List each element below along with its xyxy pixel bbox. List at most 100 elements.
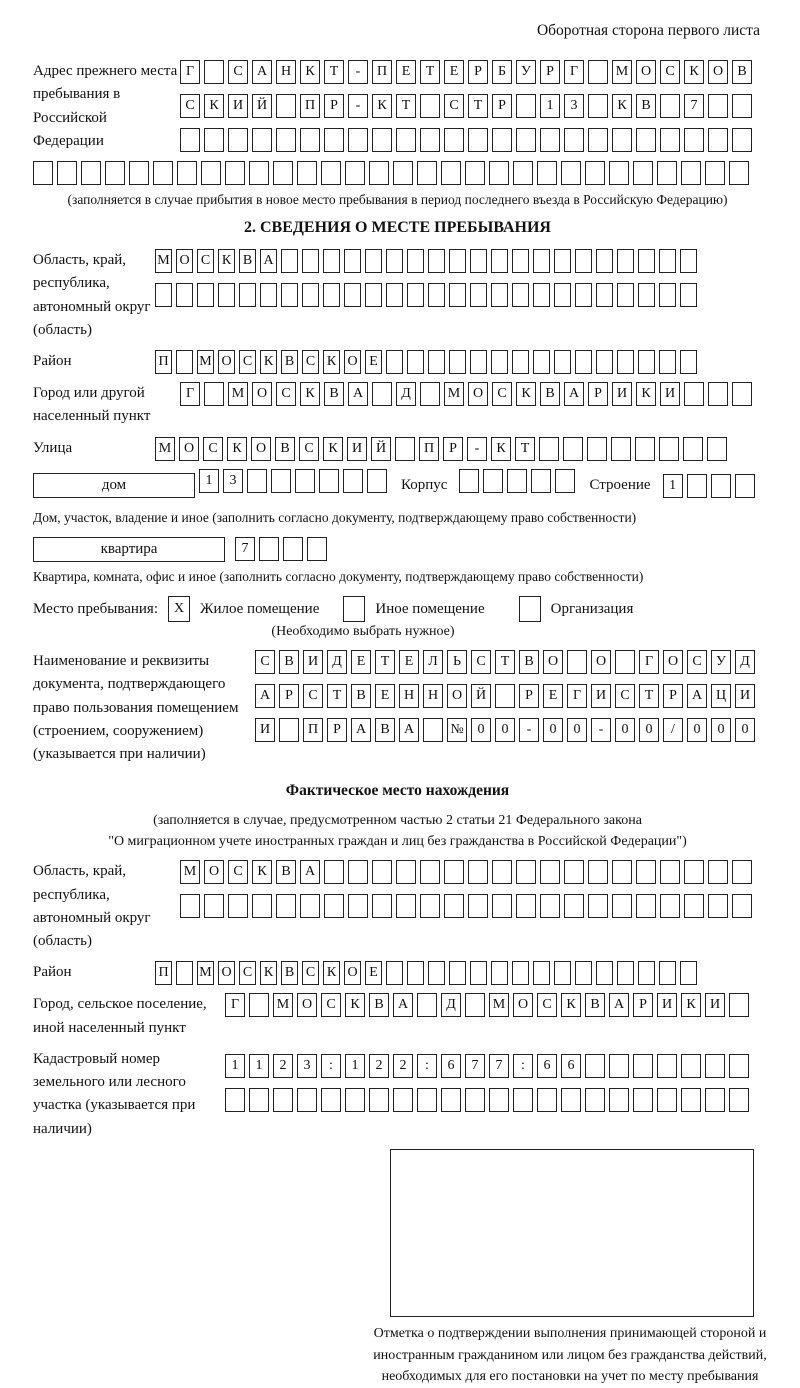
char-box[interactable]: А bbox=[687, 684, 707, 709]
char-box[interactable]: В bbox=[324, 382, 344, 407]
char-box[interactable]: Л bbox=[423, 650, 443, 675]
char-box[interactable]: Ь bbox=[447, 650, 467, 675]
char-box[interactable]: 3 bbox=[223, 468, 243, 493]
char-box[interactable]: К bbox=[204, 94, 224, 118]
char-box[interactable]: Т bbox=[396, 94, 416, 118]
char-box[interactable]: А bbox=[351, 718, 371, 743]
char-box[interactable] bbox=[561, 161, 581, 185]
char-box[interactable] bbox=[489, 161, 509, 185]
char-box[interactable]: Б bbox=[492, 60, 512, 84]
char-box[interactable]: А bbox=[399, 718, 419, 743]
char-box[interactable] bbox=[386, 350, 403, 375]
char-box[interactable] bbox=[281, 249, 298, 274]
char-box[interactable]: О bbox=[251, 436, 271, 461]
char-box[interactable]: М bbox=[197, 961, 214, 986]
char-box[interactable]: К bbox=[612, 94, 632, 118]
char-box[interactable]: 1 bbox=[199, 468, 219, 493]
char-box[interactable] bbox=[239, 283, 256, 308]
char-box[interactable]: 2 bbox=[369, 1053, 389, 1078]
char-box[interactable]: А bbox=[260, 249, 277, 274]
char-box[interactable] bbox=[321, 161, 341, 185]
char-box[interactable]: Р bbox=[443, 436, 463, 461]
char-box[interactable] bbox=[321, 1087, 341, 1112]
char-box[interactable]: Е bbox=[365, 350, 382, 375]
char-box[interactable] bbox=[428, 961, 445, 986]
apartment-boxes[interactable]: 7 bbox=[235, 537, 327, 562]
char-box[interactable] bbox=[638, 961, 655, 986]
char-box[interactable] bbox=[225, 1087, 245, 1112]
char-box[interactable]: В bbox=[239, 249, 256, 274]
char-box[interactable] bbox=[659, 436, 679, 461]
char-box[interactable] bbox=[225, 161, 245, 185]
stay-type-checkbox-other[interactable] bbox=[343, 596, 366, 623]
char-box[interactable] bbox=[444, 128, 464, 152]
char-box[interactable]: О bbox=[447, 684, 467, 709]
char-box[interactable] bbox=[533, 283, 550, 308]
char-box[interactable] bbox=[708, 94, 728, 118]
char-box[interactable] bbox=[483, 468, 504, 493]
char-box[interactable]: В bbox=[585, 993, 605, 1018]
char-box[interactable]: Р bbox=[519, 684, 539, 709]
char-box[interactable]: С bbox=[660, 60, 680, 84]
char-box[interactable] bbox=[554, 249, 571, 274]
char-box[interactable] bbox=[683, 436, 703, 461]
char-box[interactable] bbox=[533, 249, 550, 274]
char-box[interactable] bbox=[537, 161, 557, 185]
char-box[interactable]: / bbox=[663, 718, 683, 743]
char-box[interactable] bbox=[734, 473, 755, 498]
char-box[interactable] bbox=[449, 961, 466, 986]
char-box[interactable] bbox=[470, 249, 487, 274]
char-box[interactable]: М bbox=[197, 350, 214, 375]
char-box[interactable] bbox=[344, 249, 361, 274]
char-box[interactable] bbox=[396, 860, 416, 885]
char-box[interactable]: Е bbox=[365, 961, 382, 986]
char-box[interactable]: О bbox=[513, 993, 533, 1018]
char-box[interactable] bbox=[260, 283, 277, 308]
char-box[interactable] bbox=[417, 993, 437, 1018]
char-box[interactable] bbox=[617, 249, 634, 274]
char-box[interactable] bbox=[540, 894, 560, 919]
char-box[interactable]: С bbox=[299, 436, 319, 461]
char-box[interactable] bbox=[564, 128, 584, 152]
char-box[interactable] bbox=[367, 468, 387, 493]
char-box[interactable]: С bbox=[197, 249, 214, 274]
char-box[interactable]: С bbox=[687, 650, 707, 675]
char-box[interactable] bbox=[587, 436, 607, 461]
char-box[interactable]: И bbox=[303, 650, 323, 675]
char-box[interactable] bbox=[555, 468, 576, 493]
char-box[interactable]: 3 bbox=[564, 94, 584, 118]
char-box[interactable] bbox=[247, 468, 267, 493]
char-box[interactable]: Ц bbox=[711, 684, 731, 709]
char-box[interactable] bbox=[531, 468, 552, 493]
char-box[interactable]: А bbox=[564, 382, 584, 407]
char-box[interactable] bbox=[575, 283, 592, 308]
char-box[interactable]: А bbox=[255, 684, 275, 709]
char-box[interactable]: 6 bbox=[441, 1053, 461, 1078]
char-box[interactable] bbox=[732, 860, 752, 885]
char-box[interactable] bbox=[420, 860, 440, 885]
char-box[interactable] bbox=[283, 537, 303, 562]
previous-address-row-3[interactable] bbox=[180, 128, 762, 152]
char-box[interactable] bbox=[307, 537, 327, 562]
char-box[interactable]: О bbox=[591, 650, 611, 675]
char-box[interactable] bbox=[659, 350, 676, 375]
stroenie-boxes[interactable]: 1 bbox=[662, 473, 755, 498]
char-box[interactable] bbox=[567, 650, 587, 675]
char-box[interactable] bbox=[386, 283, 403, 308]
char-box[interactable] bbox=[561, 1087, 581, 1112]
char-box[interactable] bbox=[491, 961, 508, 986]
char-box[interactable] bbox=[732, 128, 752, 152]
char-box[interactable] bbox=[710, 473, 731, 498]
char-box[interactable]: С bbox=[492, 382, 512, 407]
char-box[interactable] bbox=[249, 1087, 269, 1112]
char-box[interactable] bbox=[300, 894, 320, 919]
char-box[interactable]: С bbox=[615, 684, 635, 709]
char-box[interactable] bbox=[386, 961, 403, 986]
char-box[interactable] bbox=[153, 161, 173, 185]
char-box[interactable]: О bbox=[344, 350, 361, 375]
